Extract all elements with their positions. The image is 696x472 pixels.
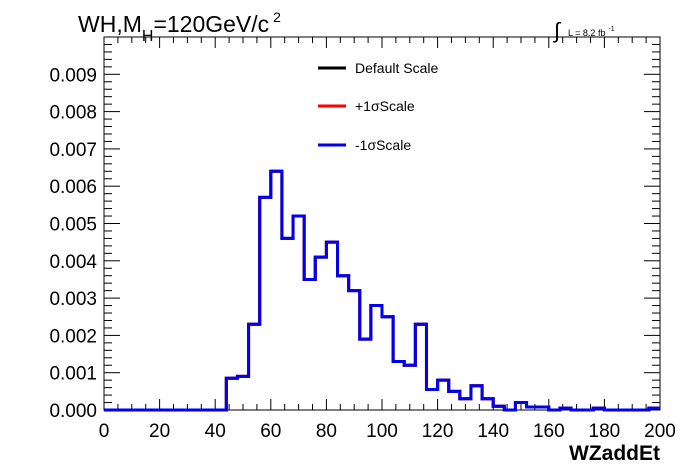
lumi-text: L = 8.2 fb — [568, 28, 605, 38]
y-tick-label: 0.008 — [49, 103, 97, 124]
legend-label-1: +1σScale — [355, 98, 415, 114]
x-tick-label: 180 — [589, 421, 621, 442]
x-tick-label: 40 — [205, 421, 226, 442]
y-tick-label: 0.009 — [49, 65, 97, 86]
legend: Default Scale +1σScale -1σScale — [318, 60, 438, 153]
legend-label-2: -1σScale — [355, 137, 411, 153]
x-tick-label: 200 — [644, 421, 676, 442]
x-tick-label: 140 — [477, 421, 509, 442]
y-tick-label: 0.004 — [49, 252, 97, 273]
y-tick-label: 0.005 — [49, 215, 97, 236]
y-tick-label: 0.006 — [49, 177, 97, 198]
x-axis-label: WZaddEt — [569, 442, 660, 465]
plot-frame — [103, 36, 661, 411]
y-tick-label: 0.001 — [49, 364, 97, 385]
x-tick-label: 160 — [533, 421, 565, 442]
y-axis: 0.000 0.001 0.002 0.003 0.004 0.005 0.006 0.007… — [49, 36, 660, 422]
lumi-integral-symbol: ∫ — [552, 18, 562, 43]
x-tick-label: 20 — [149, 421, 170, 442]
legend-label-0: Default Scale — [355, 60, 438, 76]
x-tick-label: 0 — [99, 421, 110, 442]
series-line-1 — [104, 169, 660, 412]
series-line-0 — [104, 169, 660, 412]
x-tick-label: 120 — [422, 421, 454, 442]
chart-title: WH,MH=120GeV/c 2 — [78, 9, 281, 45]
series-line-2 — [104, 169, 660, 412]
lumi-annotation: L = 8.2 fb -1 — [568, 26, 615, 38]
lumi-superscript: -1 — [608, 26, 614, 33]
x-axis: 0 20 40 60 80 100 120 140 160 180 200 — [99, 37, 676, 442]
x-tick-label: 100 — [366, 421, 398, 442]
x-tick-label: 80 — [316, 421, 337, 442]
series-group — [104, 169, 660, 412]
y-tick-label: 0.003 — [49, 289, 97, 310]
title-value: =120GeV/c — [153, 11, 269, 37]
y-tick-label: 0.002 — [49, 326, 97, 347]
title-superscript: 2 — [273, 9, 281, 25]
y-tick-label: 0.007 — [49, 140, 97, 161]
y-tick-label: 0.000 — [49, 401, 97, 422]
x-tick-label: 60 — [260, 421, 281, 442]
title-prefix: WH,M — [78, 11, 142, 37]
